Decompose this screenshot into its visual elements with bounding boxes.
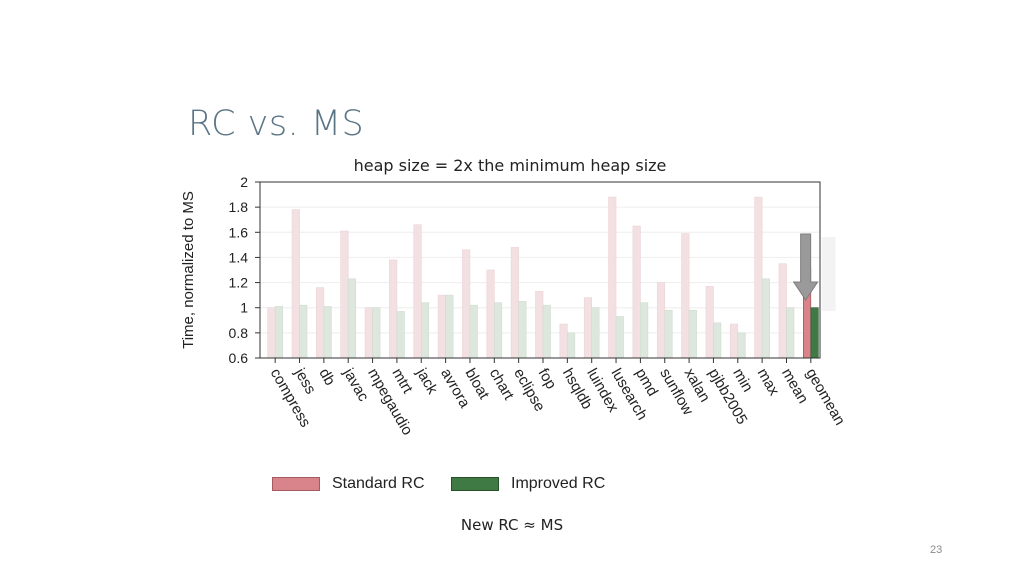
bar-standard-rc-mpegaudio bbox=[364, 307, 373, 359]
bar-improved-rc-jack bbox=[420, 302, 430, 359]
legend-label-improved-rc: Improved RC bbox=[511, 475, 606, 492]
y-tick-label: 1.2 bbox=[229, 275, 249, 291]
y-tick-label: 0.8 bbox=[229, 325, 249, 341]
y-tick-label: 0.6 bbox=[229, 350, 249, 366]
slide-note: New RC ≈ MS bbox=[460, 516, 564, 534]
legend-standard-rc: Standard RC bbox=[272, 475, 425, 493]
chart-title: heap size = 2x the minimum heap size bbox=[353, 156, 667, 175]
legend-swatch-improved-rc bbox=[451, 477, 499, 491]
x-tick-label-db: db bbox=[315, 366, 338, 389]
bar-standard-rc-hsqldb bbox=[559, 323, 568, 359]
y-axis-label: Time, normalized to MS bbox=[180, 191, 197, 349]
bar-standard-rc-lusearch bbox=[608, 196, 617, 359]
y-tick-label: 1.4 bbox=[229, 249, 249, 265]
bar-standard-rc-pjbb2005 bbox=[705, 286, 714, 359]
bar-improved-rc-luindex bbox=[591, 307, 600, 359]
legend-improved-rc: Improved RC bbox=[451, 475, 605, 493]
bar-standard-rc-bloat bbox=[462, 249, 471, 359]
bar-standard-rc-max bbox=[754, 196, 763, 359]
bar-standard-rc-luindex bbox=[583, 297, 592, 359]
y-tick-label: 1.6 bbox=[229, 224, 249, 240]
page-number: 23 bbox=[930, 544, 943, 556]
y-tick-label: 1 bbox=[240, 300, 248, 316]
arrow-shadow bbox=[821, 237, 836, 311]
bar-standard-rc-pmd bbox=[632, 225, 641, 359]
bar-improved-rc-avrora bbox=[445, 294, 454, 359]
bar-standard-rc-sunflow bbox=[656, 282, 666, 359]
bar-standard-rc-javac bbox=[340, 230, 349, 359]
bar-improved-rc-lusearch bbox=[615, 316, 624, 359]
bar-standard-rc-fop bbox=[535, 291, 544, 359]
bar-improved-rc-sunflow bbox=[664, 309, 673, 359]
bar-improved-rc-max bbox=[761, 278, 770, 359]
bar-improved-rc-xalan bbox=[688, 309, 697, 359]
bar-standard-rc-mtrt bbox=[389, 259, 398, 359]
x-tick-label-max: max bbox=[754, 366, 783, 399]
bar-standard-rc-eclipse bbox=[510, 247, 519, 359]
y-tick-label: 2 bbox=[240, 174, 248, 190]
bar-improved-rc-mean bbox=[786, 307, 795, 359]
bar-standard-rc-min bbox=[729, 323, 739, 359]
legend-label-standard-rc: Standard RC bbox=[332, 475, 425, 492]
down-arrow-icon bbox=[792, 233, 819, 301]
y-tick-label: 1.8 bbox=[229, 199, 249, 215]
bar-improved-rc-pmd bbox=[640, 302, 649, 359]
bar-improved-rc-hsqldb bbox=[567, 332, 576, 359]
bar-standard-rc-compress bbox=[267, 307, 276, 359]
bar-standard-rc-db bbox=[316, 287, 325, 359]
bar-standard-rc-jack bbox=[413, 224, 422, 359]
x-tick-label-javac: javac bbox=[339, 365, 372, 405]
bar-standard-rc-xalan bbox=[681, 233, 690, 359]
bar-improved-rc-javac bbox=[347, 278, 357, 359]
x-tick-label-chart: chart bbox=[486, 366, 518, 404]
bar-chart: 0.6 0.8 1 1.2 1.4 1.6 1.8 2 Time, normalized to … bbox=[180, 174, 848, 438]
bar-improved-rc-eclipse bbox=[518, 301, 527, 359]
slide-title: RC vs. MS bbox=[188, 104, 365, 144]
bar-standard-rc-chart bbox=[486, 269, 495, 359]
bar-improved-rc-jess bbox=[299, 304, 308, 359]
bar-improved-rc-db bbox=[323, 306, 332, 359]
bar-standard-rc-avrora bbox=[437, 294, 446, 359]
bar-improved-rc-mpegaudio bbox=[372, 307, 381, 359]
bar-improved-rc-compress bbox=[274, 306, 283, 359]
legend-swatch-standard-rc bbox=[272, 477, 320, 491]
bar-improved-rc-bloat bbox=[469, 304, 478, 359]
plot-frame bbox=[259, 181, 821, 359]
bar-improved-rc-mtrt bbox=[396, 311, 405, 359]
bar-improved-rc-fop bbox=[542, 304, 551, 359]
bar-improved-rc-geomean bbox=[810, 307, 819, 359]
bar-improved-rc-pjbb2005 bbox=[713, 322, 722, 359]
x-tick-label-jack: jack bbox=[412, 365, 441, 398]
bar-standard-rc-jess bbox=[291, 209, 300, 359]
bar-improved-rc-chart bbox=[494, 302, 503, 359]
bar-standard-rc-mean bbox=[778, 263, 787, 359]
bar-improved-rc-min bbox=[737, 332, 746, 359]
